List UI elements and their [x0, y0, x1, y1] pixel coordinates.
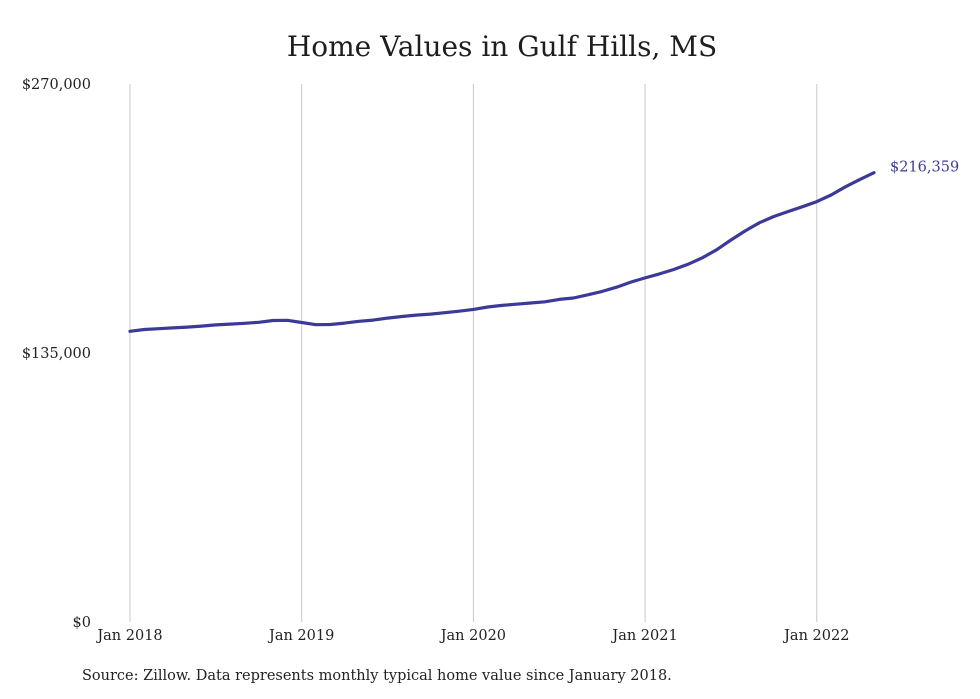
x-tick-label: Jan 2019 [267, 628, 334, 644]
chart-title: Home Values in Gulf Hills, MS [286, 30, 718, 63]
y-tick-label: $270,000 [22, 77, 91, 93]
y-tick-label: $135,000 [22, 346, 91, 362]
end-value-label: $216,359 [890, 160, 959, 176]
x-tick-label: Jan 2018 [95, 628, 162, 644]
x-axis-labels: Jan 2018 Jan 2019 Jan 2020 Jan 2021 Jan 2022 [95, 628, 849, 644]
annotations: $216,359 [890, 160, 959, 176]
y-axis-labels: $0 $135,000 $270,000 [22, 77, 91, 631]
gridlines [129, 84, 818, 622]
series-line-home-value [128, 171, 876, 333]
x-tick-label: Jan 2020 [439, 628, 506, 644]
series-layer [128, 171, 876, 333]
source-note: Source: Zillow. Data represents monthly … [82, 668, 672, 684]
y-tick-label: $0 [73, 615, 91, 631]
x-tick-label: Jan 2021 [610, 628, 677, 644]
x-tick-label: Jan 2022 [782, 628, 849, 644]
